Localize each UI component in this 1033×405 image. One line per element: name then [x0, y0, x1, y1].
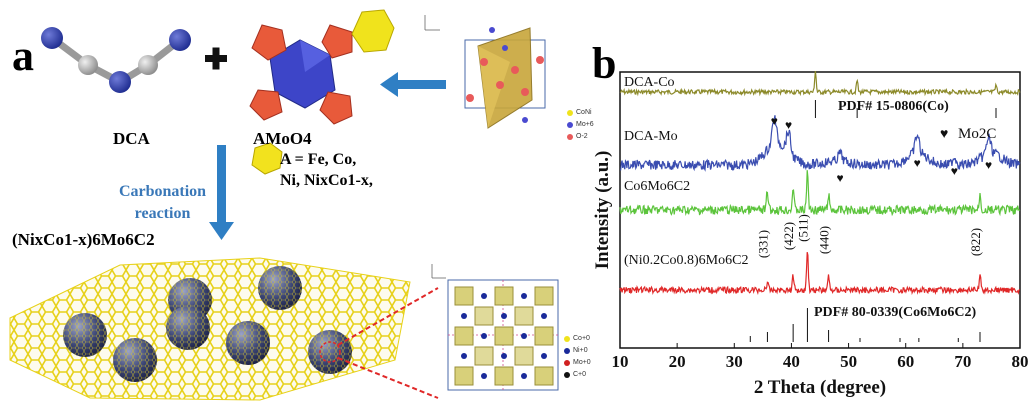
product-label: (NixCo1-x)6Mo6C2	[12, 230, 155, 249]
hexagon-icon	[251, 142, 283, 175]
series-label-2: Co6Mo6C2	[624, 179, 690, 194]
crystal-cell-top	[424, 15, 546, 129]
xrd-chart: DCA-Co DCA-Mo Co6Mo6C2 (Ni0.2Co0.8)6Mo6C2 PD…	[592, 71, 1029, 398]
legend-bottom-0: Co+0	[573, 335, 590, 342]
graphene-sheet	[9, 257, 411, 401]
legend-bottom-3: C+0	[573, 371, 587, 378]
legend-bottom-2: Mo+0	[573, 359, 591, 366]
x-tick-label-3: 40	[783, 352, 800, 371]
series-label-3: (Ni0.2Co0.8)6Mo6C2	[624, 253, 748, 268]
dca-label: DCA	[113, 129, 150, 148]
amoo4-label: AMoO4	[253, 129, 312, 148]
hkl-label-2: (511)	[795, 214, 810, 242]
reaction-label: Carbonation reaction	[100, 181, 225, 225]
zoom-lines	[319, 287, 439, 399]
panel-a-graphics	[9, 9, 573, 401]
legend-top-2: O-2	[576, 133, 588, 140]
hkl-label-4: (822)	[968, 228, 983, 256]
mo2c-marker-2: ♥	[836, 171, 843, 185]
mo2c-marker-1: ♥	[785, 118, 792, 132]
legend-top-1: Mo+6	[576, 121, 594, 128]
series-line-3	[619, 251, 1021, 296]
x-tick-label-0: 10	[612, 352, 629, 371]
panel-a-label: a	[12, 31, 34, 80]
nanoparticles	[63, 266, 352, 382]
x-tick-label-4: 50	[840, 352, 857, 371]
x-tick-label-5: 60	[897, 352, 914, 371]
series-line-1	[620, 115, 1021, 172]
hkl-label-3: (440)	[817, 226, 832, 254]
reaction-line1: Carbonation	[118, 183, 207, 200]
down-arrow-icon	[209, 145, 234, 240]
ref2-label: PDF# 80-0339(Co6Mo6C2)	[814, 305, 976, 320]
mo2c-marker-3: ♥	[914, 156, 921, 170]
mo2c-legend-label: Mo2C	[958, 126, 996, 142]
series-label-0: DCA-Co	[624, 75, 675, 90]
x-tick-label-7: 80	[1012, 352, 1029, 371]
hkl-label-0: (331)	[755, 230, 770, 258]
y-axis-label: Intensity (a.u.)	[592, 151, 613, 270]
hkl-label-1: (422)	[781, 222, 796, 250]
series-label-1: DCA-Mo	[624, 129, 678, 144]
legend-bottom-1: Ni+0	[573, 347, 588, 354]
a-note-line2: Ni, NixCo1-x,	[280, 172, 373, 189]
series-line-2	[619, 170, 1021, 217]
series-line-0	[619, 71, 1021, 97]
ref1-label: PDF# 15-0806(Co)	[838, 99, 949, 114]
amoo4-structure	[249, 9, 395, 125]
crystal-cell-bottom	[431, 264, 559, 391]
left-arrow-icon	[380, 72, 446, 97]
reaction-line2: reaction	[134, 205, 191, 222]
crystal-legend-top	[567, 110, 573, 140]
plus-icon	[205, 47, 227, 70]
mo2c-marker-0: ♥	[771, 114, 778, 128]
x-tick-label-2: 30	[726, 352, 743, 371]
dca-molecule	[41, 27, 191, 93]
a-note-line1: A = Fe, Co,	[280, 151, 357, 168]
panel-b-label: b	[592, 39, 617, 88]
x-axis-label: 2 Theta (degree)	[754, 377, 886, 398]
x-tick-label-1: 20	[669, 352, 686, 371]
crystal-legend-bottom	[564, 336, 570, 378]
mo2c-marker-4: ♥	[951, 164, 958, 178]
mo2c-marker-5: ♥	[985, 158, 992, 172]
x-tick-label-6: 70	[954, 352, 971, 371]
legend-top-0: CoNi	[576, 109, 592, 116]
mo2c-legend-marker: ♥	[940, 127, 948, 142]
